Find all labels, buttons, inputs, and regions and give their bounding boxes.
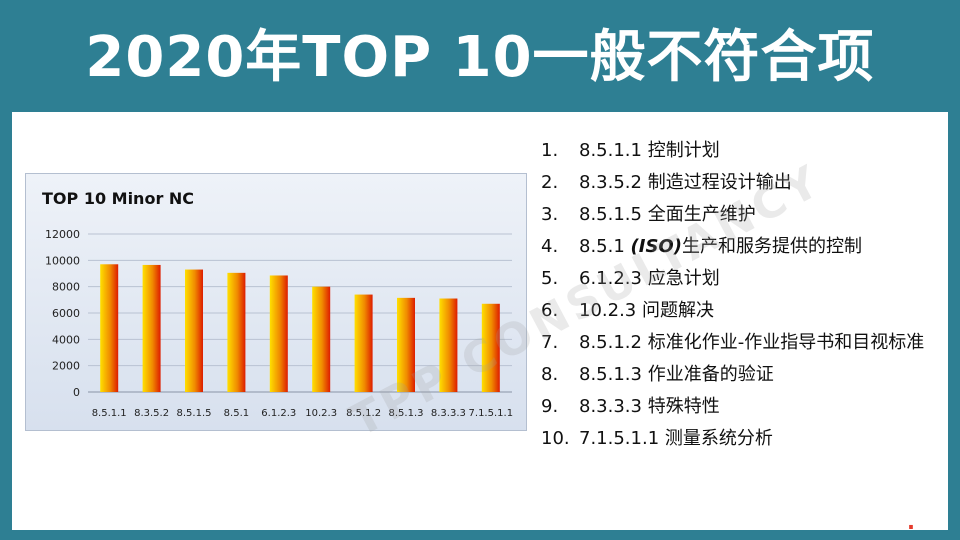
- bar: [397, 297, 415, 392]
- bar: [227, 272, 246, 392]
- list-item: 1. 8.5.1.1 控制计划: [541, 138, 951, 163]
- x-tick-label: 7.1.5.1.1: [469, 408, 514, 419]
- y-tick-label: 8000: [52, 281, 80, 294]
- nonconformity-list: 1. 8.5.1.1 控制计划 2. 8.3.5.2 制造过程设计输出 3. 8.5.1.…: [541, 138, 951, 458]
- clause-title: 制造过程设计输出: [647, 172, 792, 193]
- x-axis-ticks: 8.5.1.1 8.3.5.2 8.5.1.5 8.5.1 6.1.2.3 10.2.3 8…: [92, 408, 513, 419]
- x-tick-label: 8.5.1.2: [346, 408, 381, 419]
- list-item-number: 4.: [541, 236, 559, 257]
- x-tick-label: 10.2.3: [305, 408, 337, 419]
- list-item-text: 8.5.1.5 全面生产维护: [579, 202, 951, 227]
- clause-title: 全面生产维护: [647, 204, 756, 225]
- site-logo: H2L.CN: [861, 510, 948, 534]
- list-item-number: 2.: [541, 172, 559, 193]
- clause-title: 作业准备的验证: [647, 364, 774, 385]
- list-item: 9. 8.3.3.3 特殊特性: [541, 394, 951, 419]
- clause-code: 8.5.1.5: [579, 204, 642, 225]
- x-tick-label: 8.5.1.5: [177, 408, 212, 419]
- x-tick-label: 8.5.1: [224, 408, 249, 419]
- list-item-number: 10.: [541, 428, 570, 449]
- list-item-text: 8.5.1 (ISO)生产和服务提供的控制: [579, 234, 951, 259]
- list-item: 8. 8.5.1.3 作业准备的验证: [541, 362, 951, 387]
- clause-title: 标准化作业-作业指导书和目视标准: [647, 332, 925, 353]
- clause-title: 控制计划: [647, 140, 720, 161]
- chart-title: TOP 10 Minor NC: [42, 189, 194, 208]
- list-item: 2. 8.3.5.2 制造过程设计输出: [541, 170, 951, 195]
- bar: [100, 264, 119, 392]
- list-item-text: 8.5.1.3 作业准备的验证: [579, 362, 951, 387]
- bar: [481, 303, 500, 392]
- x-tick-label: 8.3.3.3: [431, 408, 466, 419]
- bar: [269, 275, 288, 392]
- clause-title: 应急计划: [647, 268, 720, 289]
- clause-code: 10.2.3: [579, 300, 637, 321]
- y-tick-label: 4000: [52, 333, 80, 346]
- bar-chart: TOP 10 Minor NC 0 2000 4000 6000 8000 10000 12…: [25, 173, 527, 431]
- list-item-text: 8.5.1.2 标准化作业-作业指导书和目视标准: [579, 330, 951, 355]
- page-title: 2020年TOP 10一般不符合项: [85, 24, 875, 90]
- list-item-number: 1.: [541, 140, 559, 161]
- clause-title: 生产和服务提供的控制: [681, 236, 862, 257]
- list-item: 3. 8.5.1.5 全面生产维护: [541, 202, 951, 227]
- clause-code: 8.5.1.3: [579, 364, 642, 385]
- clause-code: 7.1.5.1.1: [579, 428, 660, 449]
- list-item: 7. 8.5.1.2 标准化作业-作业指导书和目视标准: [541, 330, 951, 355]
- clause-code: 8.5.1: [579, 236, 625, 257]
- list-item: 5. 6.1.2.3 应急计划: [541, 266, 951, 291]
- list-item: 4. 8.5.1 (ISO)生产和服务提供的控制: [541, 234, 951, 259]
- list-item-number: 8.: [541, 364, 559, 385]
- list-item: 10. 7.1.5.1.1 测量系统分析: [541, 426, 951, 451]
- clause-title: 问题解决: [642, 300, 714, 321]
- x-tick-label: 8.5.1.1: [92, 408, 127, 419]
- logo-text: H2L.CN: [861, 510, 948, 534]
- list-item: 6. 10.2.3 问题解决: [541, 298, 951, 323]
- list-item-text: 7.1.5.1.1 测量系统分析: [579, 426, 951, 451]
- clause-code: 8.3.5.2: [579, 172, 642, 193]
- clause-code: 8.5.1.2: [579, 332, 642, 353]
- y-axis-ticks: 0 2000 4000 6000 8000 10000 12000: [45, 228, 80, 399]
- y-tick-label: 2000: [52, 360, 80, 373]
- list-item-text: 6.1.2.3 应急计划: [579, 266, 951, 291]
- list-item-text: 8.5.1.1 控制计划: [579, 138, 951, 163]
- clause-code: 8.5.1.1: [579, 140, 642, 161]
- list-item-text: 10.2.3 问题解决: [579, 298, 951, 323]
- bar: [185, 269, 203, 392]
- clause-code: 6.1.2.3: [579, 268, 642, 289]
- bar: [439, 298, 458, 392]
- bar: [142, 264, 161, 392]
- x-tick-label: 8.5.1.3: [389, 408, 424, 419]
- content-panel: TOP 10 Minor NC 0 2000 4000 6000 8000 10000 12…: [12, 112, 948, 530]
- y-tick-label: 6000: [52, 307, 80, 320]
- list-item-text: 8.3.3.3 特殊特性: [579, 394, 951, 419]
- list-item-text: 8.3.5.2 制造过程设计输出: [579, 170, 951, 195]
- list-item-number: 7.: [541, 332, 559, 353]
- list-item-number: 6.: [541, 300, 559, 321]
- bar: [312, 286, 331, 392]
- iso-tag: (ISO): [630, 236, 682, 257]
- clause-title: 特殊特性: [647, 396, 720, 417]
- x-tick-label: 6.1.2.3: [261, 408, 296, 419]
- chart-bars: [100, 264, 500, 392]
- clause-code: 8.3.3.3: [579, 396, 642, 417]
- list-item-number: 5.: [541, 268, 559, 289]
- chart-svg: TOP 10 Minor NC 0 2000 4000 6000 8000 10000 12…: [42, 189, 513, 419]
- list-item-number: 3.: [541, 204, 559, 225]
- y-tick-label: 0: [73, 386, 80, 399]
- y-tick-label: 12000: [45, 228, 80, 241]
- list-item-number: 9.: [541, 396, 559, 417]
- y-tick-label: 10000: [45, 254, 80, 267]
- clause-title: 测量系统分析: [664, 428, 773, 449]
- x-tick-label: 8.3.5.2: [134, 408, 169, 419]
- bar: [354, 294, 373, 392]
